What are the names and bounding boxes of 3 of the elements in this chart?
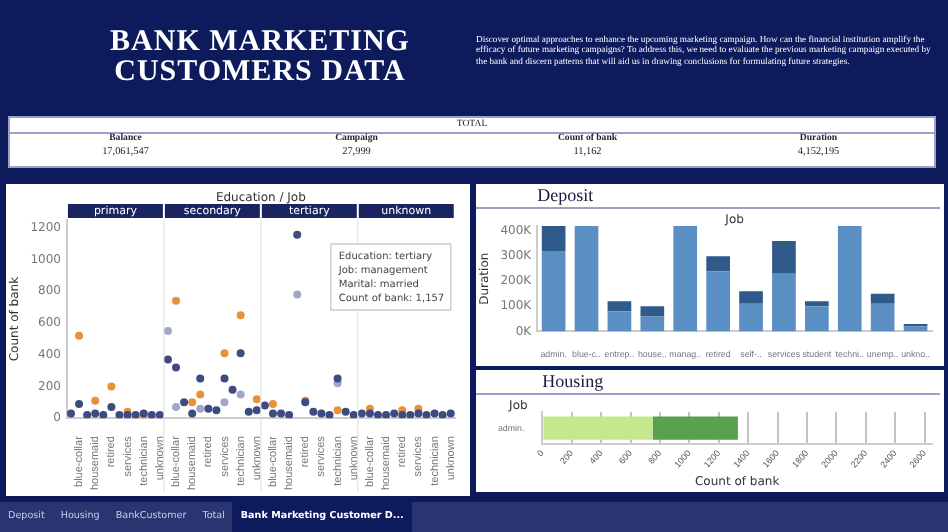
chart-title: Deposit [537, 184, 595, 205]
text: BANK MARKETING CUSTOMERS DATA [108, 26, 412, 88]
chart-title: Housing [542, 370, 605, 391]
